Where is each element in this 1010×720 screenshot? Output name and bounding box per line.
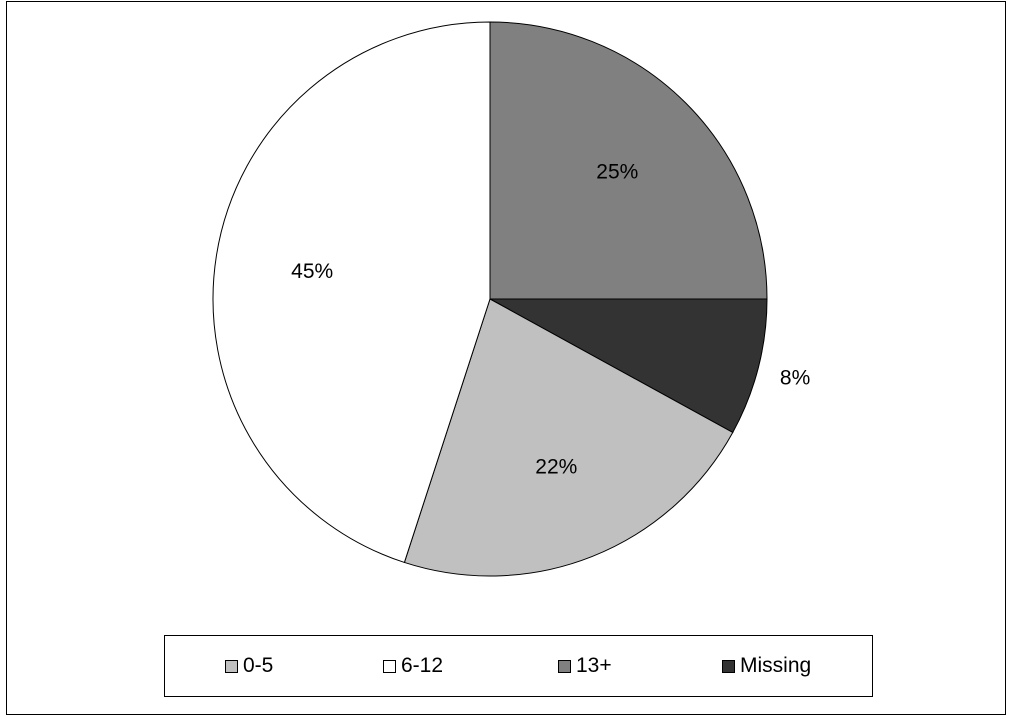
legend-swatch-6-12 (383, 659, 396, 673)
pie-slice-0-5 (403, 298, 734, 577)
legend-swatch-missing (722, 659, 735, 673)
legend-swatch-13-plus (558, 659, 571, 673)
slice-label-13-plus: 25% (596, 161, 638, 184)
legend: 0-5 6-12 13+ Missing (164, 635, 873, 697)
pie-slice-missing (489, 298, 768, 434)
chart-area: 25% 8% 22% 45% 0-5 6-12 13+ Missing (6, 1, 1006, 715)
legend-label-missing: Missing (740, 654, 812, 677)
slice-label-6-12: 45% (291, 260, 333, 283)
legend-item-13-plus: 13+ (558, 636, 612, 696)
legend-label-0-5: 0-5 (243, 654, 274, 677)
legend-label-13-plus: 13+ (576, 654, 612, 677)
legend-item-missing: Missing (722, 636, 811, 696)
slice-label-missing: 8% (780, 366, 810, 389)
legend-item-0-5: 0-5 (225, 636, 273, 696)
legend-swatch-0-5 (225, 659, 238, 673)
slice-label-0-5: 22% (535, 455, 577, 478)
legend-label-6-12: 6-12 (401, 654, 444, 677)
pie-slice-13-plus (489, 21, 768, 300)
legend-item-6-12: 6-12 (383, 636, 443, 696)
pie-chart: 25% 8% 22% 45% (212, 21, 810, 577)
pie-slice-6-12 (212, 21, 491, 564)
